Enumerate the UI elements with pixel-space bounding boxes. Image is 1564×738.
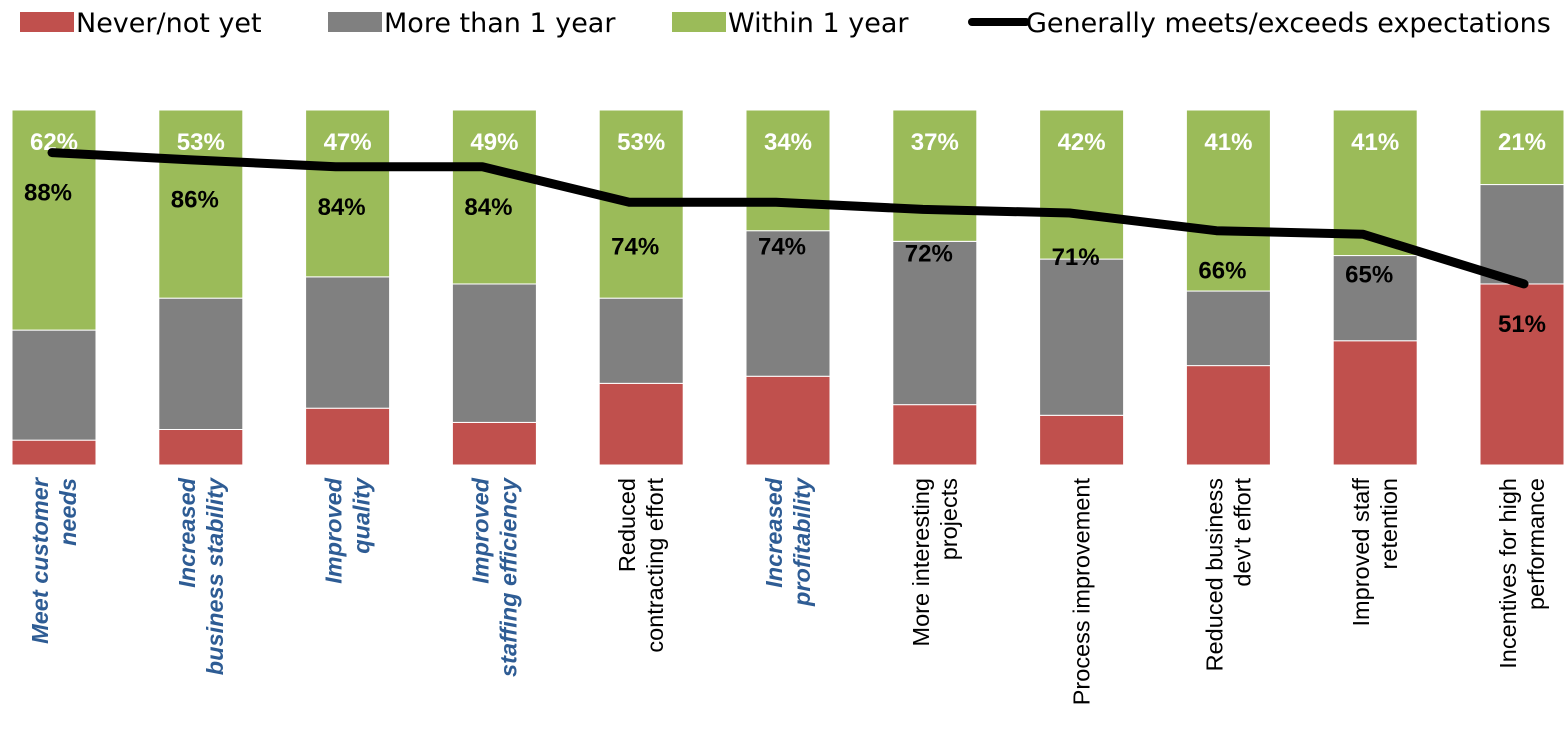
legend-label-line: Generally meets/exceeds expectations xyxy=(1026,8,1551,39)
category-label-line: needs xyxy=(55,478,81,546)
bar-segment-7-1 xyxy=(1039,258,1125,416)
bar-segment-6-0 xyxy=(892,404,978,466)
bar-segment-9-1 xyxy=(1332,255,1418,342)
category-label-line: More interesting xyxy=(908,478,934,647)
category-label-4: Reduced contracting effort xyxy=(614,478,668,653)
bar-segment-6-2 xyxy=(892,109,978,242)
legend-label-2: Within 1 year xyxy=(728,8,909,39)
category-label-line: Improved staff xyxy=(1348,478,1374,627)
category-label-line: contracting effort xyxy=(642,478,668,653)
line-value-label-3: 84% xyxy=(464,194,512,221)
category-label-6: More interesting projects xyxy=(908,478,962,647)
legend-swatch-0 xyxy=(20,12,74,32)
bar-segment-3-1 xyxy=(451,283,537,423)
bar-segment-5-2 xyxy=(745,109,831,232)
line-series-meets-expectations xyxy=(47,148,1529,289)
top-value-label-8: 41% xyxy=(1204,129,1252,156)
bar-segment-8-2 xyxy=(1185,109,1271,292)
line-layer: 88% 86% 84% 84% 74% 74% 72% 71% 66% 65% 51% xyxy=(24,148,1546,338)
category-label-7: Process improvement xyxy=(1069,478,1095,706)
category-label-line: Increased xyxy=(761,477,787,587)
category-label-line: performance xyxy=(1523,478,1549,610)
bar-segment-5-1 xyxy=(745,230,831,377)
bar-segment-3-0 xyxy=(451,421,537,466)
bar-segment-10-2 xyxy=(1479,109,1564,186)
bar-segment-4-1 xyxy=(598,297,684,384)
bar-segment-5-0 xyxy=(745,375,831,466)
category-label-9: Improved staff retention xyxy=(1348,478,1402,627)
bar-segment-0-0 xyxy=(11,439,97,466)
line-value-label-4: 74% xyxy=(611,233,659,260)
category-label-8: Reduced business dev't effort xyxy=(1201,478,1255,672)
bar-segment-7-0 xyxy=(1039,414,1125,466)
bar-segment-4-0 xyxy=(598,382,684,466)
category-label-1: Increased business stability xyxy=(174,476,228,675)
top-value-label-1: 53% xyxy=(177,129,225,156)
category-label-line: projects xyxy=(936,478,962,560)
line-value-label-8: 66% xyxy=(1198,258,1246,285)
bar-segment-8-1 xyxy=(1185,290,1271,367)
category-label-line: Meet customer xyxy=(27,476,53,644)
category-label-line: Improved xyxy=(467,477,493,583)
line-value-label-6: 72% xyxy=(905,240,953,267)
line-value-label-1: 86% xyxy=(171,187,219,214)
top-value-label-6: 37% xyxy=(911,129,959,156)
bar-segment-7-2 xyxy=(1039,109,1125,260)
bar-segment-2-0 xyxy=(305,407,391,466)
category-label-line: Increased xyxy=(174,477,200,587)
category-label-2: Improved quality xyxy=(321,476,375,584)
category-label-line: staffing efficiency xyxy=(495,476,521,677)
top-value-label-10: 21% xyxy=(1498,129,1546,156)
line-value-label-7: 71% xyxy=(1052,244,1100,271)
line-value-label-2: 84% xyxy=(318,194,366,221)
line-value-label-10: 51% xyxy=(1498,311,1546,338)
bar-segment-6-1 xyxy=(892,240,978,406)
category-label-0: Meet customer needs xyxy=(27,476,81,644)
line-value-label-0: 88% xyxy=(24,180,72,207)
bar-segment-0-2 xyxy=(11,109,97,331)
bar-segment-8-0 xyxy=(1185,365,1271,466)
bar-segment-9-0 xyxy=(1332,340,1418,466)
category-label-10: Incentives for high performance xyxy=(1495,478,1549,669)
bar-segment-2-1 xyxy=(305,276,391,409)
legend-swatch-2 xyxy=(672,12,726,32)
top-value-label-7: 42% xyxy=(1058,129,1106,156)
category-label-line: Reduced business xyxy=(1201,478,1227,671)
bar-segment-10-1 xyxy=(1479,184,1564,285)
bar-segment-10-0 xyxy=(1479,283,1564,466)
bar-segment-3-2 xyxy=(451,109,537,285)
category-label-line: Reduced xyxy=(614,478,640,572)
category-label-line: Process improvement xyxy=(1069,478,1095,706)
top-value-label-4: 53% xyxy=(617,129,665,156)
chart-legend: Never/not yet More than 1 year Within 1 ye… xyxy=(20,8,1551,39)
category-label-line: Improved xyxy=(321,477,347,583)
top-labels-layer: 62% 53% 47% 49% 53% 34% 37% 42% 41% 41% 21% xyxy=(30,129,1546,156)
top-value-label-3: 49% xyxy=(470,129,518,156)
bars-layer xyxy=(11,109,1564,466)
category-label-line: retention xyxy=(1376,478,1402,569)
bar-segment-1-1 xyxy=(158,297,244,430)
bar-segment-1-0 xyxy=(158,429,244,466)
line-value-label-5: 74% xyxy=(758,233,806,260)
category-label-3: Improved staffing efficiency xyxy=(467,476,521,677)
top-value-label-9: 41% xyxy=(1351,129,1399,156)
category-label-line: business stability xyxy=(202,476,228,675)
category-label-5: Increased profitability xyxy=(761,476,815,607)
top-value-label-5: 34% xyxy=(764,129,812,156)
legend-label-1: More than 1 year xyxy=(384,8,616,39)
legend-swatch-1 xyxy=(328,12,382,32)
bar-segment-1-2 xyxy=(158,109,244,299)
category-labels-layer: Meet customer needs Increased business stab… xyxy=(27,476,1549,705)
bar-segment-0-1 xyxy=(11,329,97,441)
category-label-line: quality xyxy=(349,476,375,554)
legend-label-0: Never/not yet xyxy=(76,8,262,39)
category-label-line: Incentives for high xyxy=(1495,478,1521,669)
category-label-line: profitability xyxy=(789,476,815,607)
line-value-label-9: 65% xyxy=(1345,261,1393,288)
category-label-line: dev't effort xyxy=(1229,478,1255,587)
top-value-label-2: 47% xyxy=(324,129,372,156)
bar-segment-2-2 xyxy=(305,109,391,278)
